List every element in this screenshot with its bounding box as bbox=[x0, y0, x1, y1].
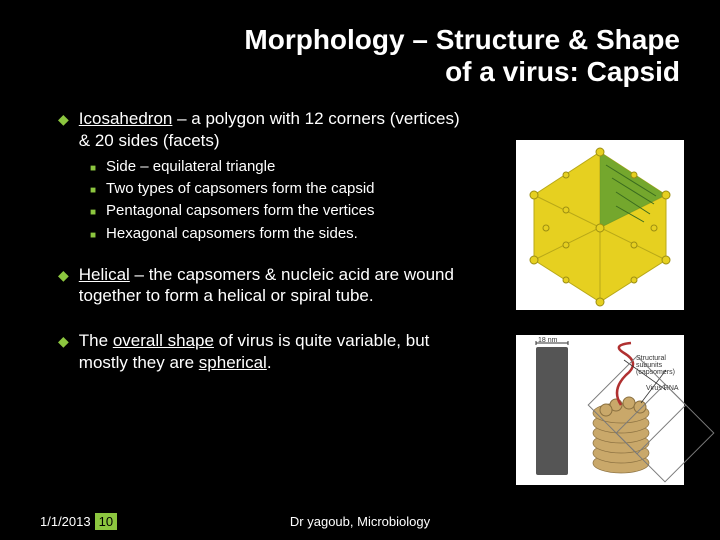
term-spherical: spherical bbox=[199, 353, 267, 372]
footer: 1/1/2013 10 Dr yagoub, Microbiology bbox=[40, 513, 680, 530]
footer-date: 1/1/2013 bbox=[40, 514, 91, 529]
spacer bbox=[58, 312, 470, 330]
square-icon: ■ bbox=[90, 206, 96, 220]
diamond-icon: ◆ bbox=[58, 333, 69, 351]
title-line2: of a virus: Capsid bbox=[445, 56, 680, 87]
term-overall-shape: overall shape bbox=[113, 331, 214, 350]
term-icosahedron: Icosahedron bbox=[79, 109, 173, 128]
sub-text: Pentagonal capsomers form the vertices bbox=[106, 201, 374, 221]
diamond-icon: ◆ bbox=[58, 111, 69, 129]
square-icon: ■ bbox=[90, 184, 96, 198]
square-icon: ■ bbox=[90, 162, 96, 176]
sub-bullet: ■ Pentagonal capsomers form the vertices bbox=[90, 201, 470, 221]
sub-text: Side – equilateral triangle bbox=[106, 157, 275, 177]
sub-text: Hexagonal capsomers form the sides. bbox=[106, 224, 358, 244]
sub-bullet: ■ Two types of capsomers form the capsid bbox=[90, 179, 470, 199]
decorative-diamond bbox=[602, 370, 702, 470]
icosahedron-image bbox=[516, 140, 684, 310]
slide: Morphology – Structure & Shape of a viru… bbox=[0, 0, 720, 540]
bullet-overall-shape: ◆ The overall shape of virus is quite va… bbox=[58, 330, 470, 373]
square-icon: ■ bbox=[90, 229, 96, 243]
term-helical: Helical bbox=[79, 265, 130, 284]
sub-bullet: ■ Side – equilateral triangle bbox=[90, 157, 470, 177]
page-number: 10 bbox=[95, 513, 117, 530]
bullet-text: The overall shape of virus is quite vari… bbox=[79, 330, 470, 373]
bullet-helical: ◆ Helical – the capsomers & nucleic acid… bbox=[58, 264, 470, 307]
sub-bullet: ■ Hexagonal capsomers form the sides. bbox=[90, 224, 470, 244]
bullet-icosahedron: ◆ Icosahedron – a polygon with 12 corner… bbox=[58, 108, 470, 151]
content-body: ◆ Icosahedron – a polygon with 12 corner… bbox=[0, 108, 470, 373]
sub-text: Two types of capsomers form the capsid bbox=[106, 179, 374, 199]
title-line1: Morphology – Structure & Shape bbox=[244, 24, 680, 55]
scale-label: 18 nm bbox=[538, 337, 557, 344]
slide-title: Morphology – Structure & Shape of a viru… bbox=[80, 24, 700, 88]
bullet-text: Helical – the capsomers & nucleic acid a… bbox=[79, 264, 470, 307]
bullet-text: Icosahedron – a polygon with 12 corners … bbox=[79, 108, 470, 151]
diamond-icon: ◆ bbox=[58, 267, 69, 285]
spacer bbox=[58, 246, 470, 264]
icosahedron-svg bbox=[516, 140, 684, 310]
footer-author: Dr yagoub, Microbiology bbox=[290, 514, 430, 529]
